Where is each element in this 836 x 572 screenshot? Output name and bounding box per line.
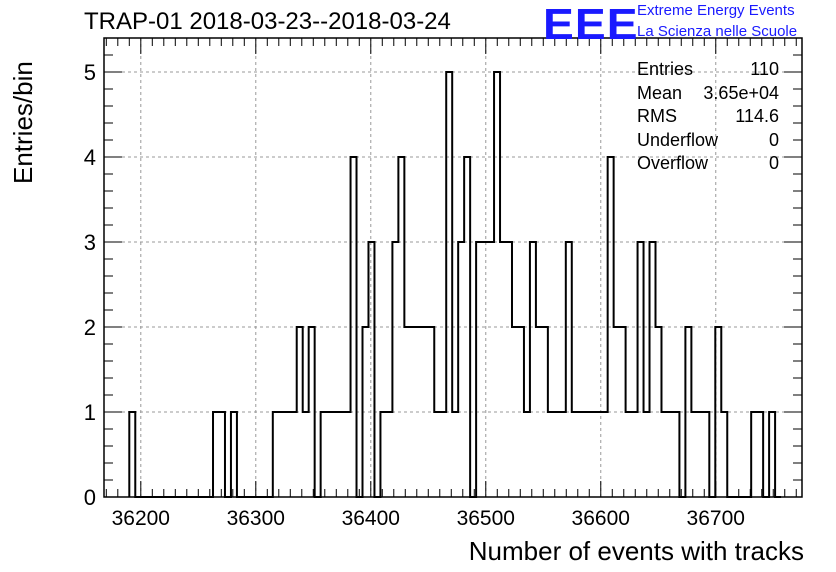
logo-line-1: Extreme Energy Events <box>637 2 795 19</box>
stat-row-overflow: Overflow 0 <box>637 152 779 176</box>
x-tick-label: 36400 <box>342 507 400 530</box>
y-tick-label: 3 <box>84 230 96 255</box>
x-tick-label: 36600 <box>572 507 630 530</box>
y-tick-label: 4 <box>84 145 96 170</box>
stat-row-mean: Mean 3.65e+04 <box>637 82 779 106</box>
eee-logo: EEE <box>543 0 639 49</box>
stat-label: RMS <box>637 106 677 126</box>
y-tick-label: 2 <box>84 315 96 340</box>
stat-value: 0 <box>768 153 779 173</box>
stat-label: Overflow <box>637 153 709 173</box>
x-tick-label: 36500 <box>457 507 515 530</box>
stat-value: 0 <box>768 129 779 150</box>
stat-row-underflow: Underflow 0 <box>637 129 779 153</box>
stat-label: Underflow <box>637 129 719 150</box>
x-tick-label: 36300 <box>227 507 285 530</box>
stat-label: Entries <box>637 59 694 79</box>
chart-title: TRAP-01 2018-03-23--2018-03-24 <box>84 8 451 35</box>
y-axis-label: Entries/bin <box>8 61 38 184</box>
plot-frame <box>103 37 803 498</box>
stat-value: 114.6 <box>735 106 779 126</box>
x-tick-label: 36700 <box>687 507 745 530</box>
y-tick-label: 1 <box>84 400 96 425</box>
stat-row-entries: Entries 110 <box>637 58 779 82</box>
stat-row-rms: RMS 114.6 <box>637 105 779 129</box>
stat-value: 110 <box>750 59 779 79</box>
x-tick-label: 36200 <box>112 507 170 530</box>
logo-line-2: La Scienza nelle Scuole <box>637 23 798 40</box>
x-axis-label: Number of events with tracks <box>468 536 804 566</box>
stat-label: Mean <box>637 82 683 103</box>
plot-border <box>103 37 803 498</box>
histogram-outline <box>128 71 782 498</box>
stats-box: Entries 110 Mean 3.65e+04 RMS 114.6 Unde… <box>637 58 779 176</box>
tick-labels: 36200 36300 36400 36500 36600 36700 0 1 2 3 4 5 <box>84 60 745 530</box>
y-tick-label: 0 <box>84 485 96 510</box>
stat-value: 3.65e+04 <box>703 82 779 103</box>
y-tick-label: 5 <box>84 60 96 85</box>
